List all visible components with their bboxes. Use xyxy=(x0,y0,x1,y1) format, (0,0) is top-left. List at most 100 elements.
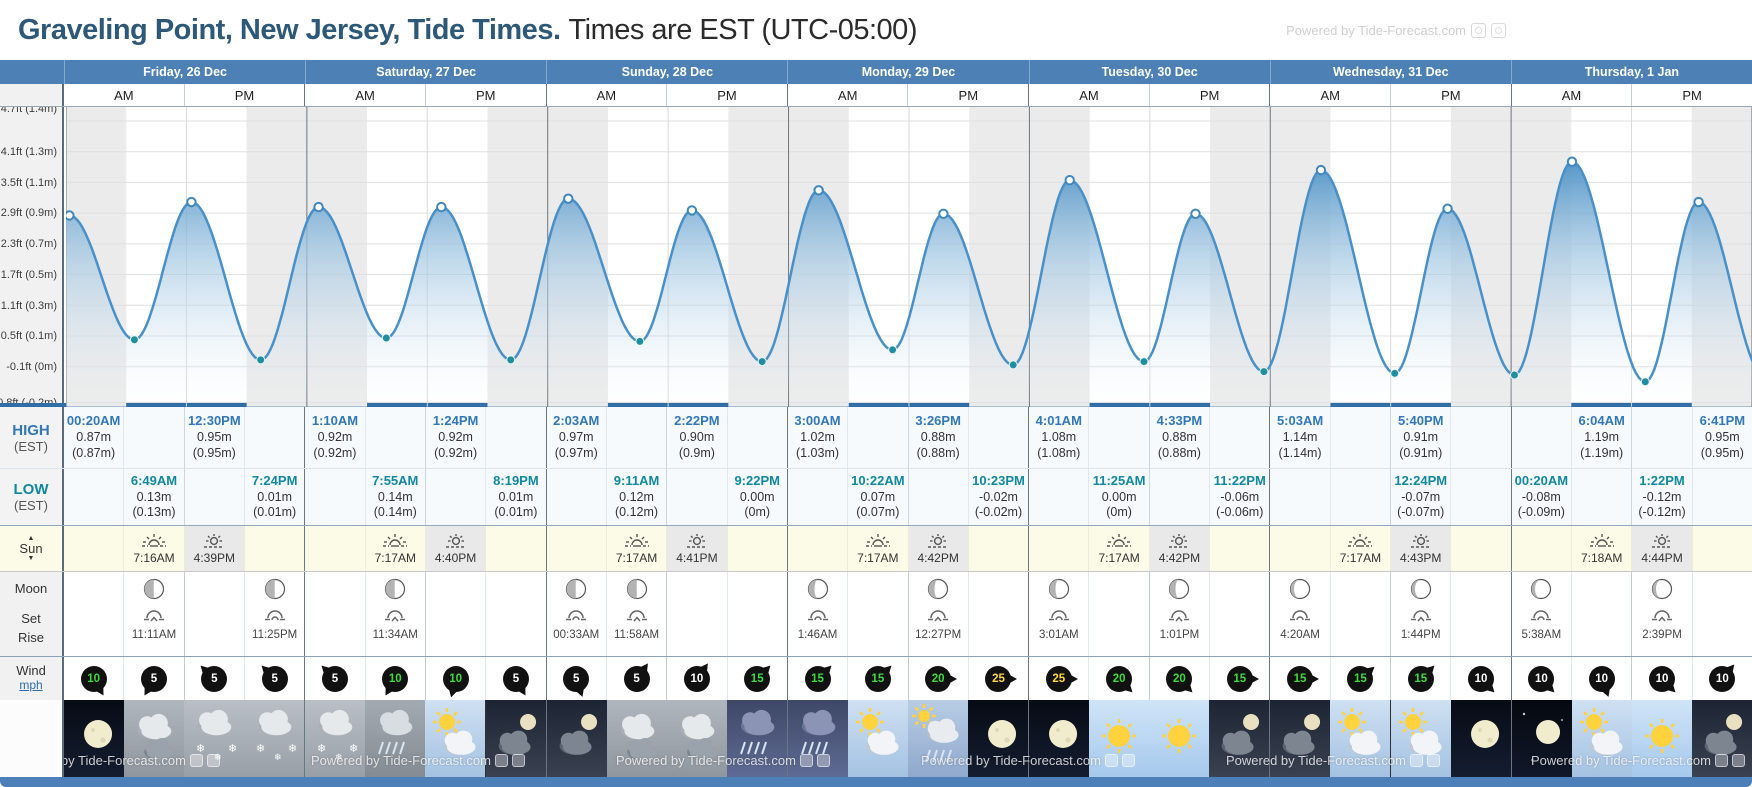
low-tide-cell: 9:11AM 0.12m (0.12m) xyxy=(605,469,667,525)
sun-cell xyxy=(485,526,546,571)
moon-cell xyxy=(847,572,907,656)
wind-cell: 10 xyxy=(1691,657,1752,700)
overcast-icon xyxy=(606,700,667,777)
sort-up-icon[interactable]: ▲ xyxy=(27,535,35,542)
weather-cell xyxy=(1029,700,1090,777)
high-tide-cell xyxy=(123,407,184,468)
weather-cell xyxy=(1089,700,1150,777)
sunny-icon xyxy=(1631,700,1692,777)
wind-cell: 10 xyxy=(1450,657,1510,700)
moon-cell xyxy=(1329,572,1390,656)
low-tide-cell xyxy=(1450,469,1511,525)
weather-cell xyxy=(1270,700,1331,777)
wind-direction-arrow xyxy=(881,665,892,675)
sunset-time: 4:39PM xyxy=(193,550,235,565)
wind-indicator: 10 xyxy=(1586,663,1618,697)
moonrise-icon xyxy=(1410,610,1431,622)
wind-direction-arrow xyxy=(760,665,771,675)
low-tide-height-alt: (0.07m) xyxy=(856,505,900,520)
wind-cell: 20 xyxy=(907,657,968,700)
watermark-text: Powered by Tide-Forecast.com xyxy=(1286,22,1466,38)
sun-cell: 7:17AM xyxy=(364,526,425,571)
wind-speed: 10 xyxy=(449,672,462,685)
low-tide-row: LOW (EST) 6:49AM 0.13m (0.13m) 7:24PM 0.0… xyxy=(0,468,1752,526)
low-tide-height-alt: (-0.07m) xyxy=(1397,505,1445,520)
low-tide-time: 8:19PM xyxy=(493,472,539,488)
wind-speed: 5 xyxy=(512,672,520,685)
high-tide-day: 5:03AM 1.14m (1.14m) 5:40PM 0.91m (0.91m) xyxy=(1269,407,1511,468)
weather-cell xyxy=(1631,700,1692,777)
high-tide-height-alt: (0.92m) xyxy=(434,445,478,460)
sort-down-icon[interactable]: ▼ xyxy=(27,555,35,562)
ampm-label: AM xyxy=(1561,87,1582,103)
high-tide-height-alt: (1.08m) xyxy=(1037,445,1081,460)
sunny-icon xyxy=(1149,700,1210,777)
high-tide-cell: 1:24PM 0.92m (0.92m) xyxy=(424,407,486,468)
weather-cell xyxy=(124,700,185,777)
low-tide-height: -0.08m xyxy=(1521,489,1561,504)
wind-indicator: 5 xyxy=(319,663,351,695)
moon-cell: 00:33AM xyxy=(547,572,606,656)
moon-cell xyxy=(1691,572,1752,656)
wind-cell: 5 xyxy=(123,657,183,700)
moon-cell xyxy=(424,572,485,656)
wind-indicator: 15 xyxy=(741,663,773,695)
low-tide-cell xyxy=(424,469,486,525)
high-tide-marker xyxy=(436,201,447,213)
weather-day xyxy=(1028,700,1270,777)
sun-row-label[interactable]: ▲ Sun ▼ xyxy=(0,526,64,571)
ampm-label: PM xyxy=(1148,84,1270,106)
wind-cell: 10 xyxy=(1571,657,1631,700)
moon-cell: 12:27PM xyxy=(907,572,968,656)
moon-cell: 11:58AM xyxy=(605,572,666,656)
weather-row-spacer xyxy=(0,700,64,777)
wind-cell: 15 xyxy=(847,657,907,700)
sunrise-time: 7:17AM xyxy=(857,550,899,565)
wind-direction-arrow xyxy=(1600,686,1610,697)
low-tide-cell: 10:22AM 0.07m (0.07m) xyxy=(847,469,908,525)
cloudy-night-icon xyxy=(546,700,607,777)
moonrise-icon xyxy=(1652,610,1672,622)
wind-indicator: 15 xyxy=(1224,663,1259,695)
wind-day: 15 15 20 25 xyxy=(786,657,1028,700)
low-tide-cell: 12:24PM -0.07m (-0.07m) xyxy=(1390,469,1451,525)
high-tide-height-alt: (1.14m) xyxy=(1278,445,1322,460)
partly-cloudy-day-icon xyxy=(1571,700,1632,777)
sunset-time: 4:42PM xyxy=(1158,550,1201,565)
moon-set-time: 5:38AM xyxy=(1521,629,1562,641)
low-tide-time: 6:49AM xyxy=(130,472,178,488)
wind-row: Wind mph 10 5 5 5 5 10 10 5 5 5 10 15 xyxy=(0,657,1752,700)
sunset-time: 4:43PM xyxy=(1400,550,1442,565)
high-tide-marker xyxy=(1442,203,1453,214)
svg-text:❄: ❄ xyxy=(256,743,265,755)
low-tide-marker xyxy=(1259,367,1269,377)
wind-indicator: 5 xyxy=(259,663,291,695)
ampm-label: AM xyxy=(355,87,375,103)
weather-cell xyxy=(1330,700,1391,777)
wind-indicator: 20 xyxy=(1163,663,1195,695)
wind-speed: 15 xyxy=(750,672,764,685)
day-header-label: Thursday, 1 Jan xyxy=(1584,65,1680,79)
page-subtitle: Times are EST (UTC-05:00) xyxy=(568,13,918,46)
y-axis-label: 0.5ft (0.1m) xyxy=(0,330,57,343)
wind-indicator: 25 xyxy=(982,663,1018,695)
wind-indicator: 10 xyxy=(78,663,110,695)
low-tide-cell xyxy=(1148,469,1210,525)
rain-night-icon xyxy=(726,700,787,777)
sunrise-icon xyxy=(141,533,166,547)
ampm-header: AM PM xyxy=(1510,84,1752,106)
partly-cloudy-day-icon xyxy=(1330,700,1391,777)
sun-day: 7:16AM 4:39PM xyxy=(64,526,305,571)
low-tide-time: 10:23PM xyxy=(972,472,1025,488)
rain-icon xyxy=(365,700,426,777)
first-quarter-moon-icon xyxy=(385,578,406,600)
high-tide-cell: 5:40PM 0.91m (0.91m) xyxy=(1390,407,1451,468)
sunrise-time: 7:18AM xyxy=(1581,550,1623,565)
moon-cell xyxy=(1571,572,1631,656)
low-tide-cell xyxy=(1029,469,1089,525)
wind-day: 10 5 5 5 xyxy=(64,657,304,700)
high-tide-cell xyxy=(1511,407,1572,468)
wind-direction-arrow xyxy=(1364,666,1375,676)
wind-speed: 5 xyxy=(271,672,278,685)
mph-link[interactable]: mph xyxy=(19,678,43,693)
